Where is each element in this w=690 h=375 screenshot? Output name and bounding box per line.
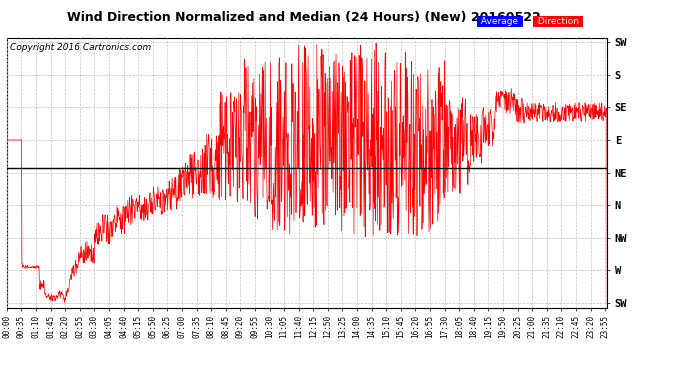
Text: Direction: Direction — [535, 17, 582, 26]
Text: Average: Average — [478, 17, 521, 26]
Text: Wind Direction Normalized and Median (24 Hours) (New) 20160522: Wind Direction Normalized and Median (24… — [67, 11, 540, 24]
Text: Copyright 2016 Cartronics.com: Copyright 2016 Cartronics.com — [10, 43, 151, 52]
